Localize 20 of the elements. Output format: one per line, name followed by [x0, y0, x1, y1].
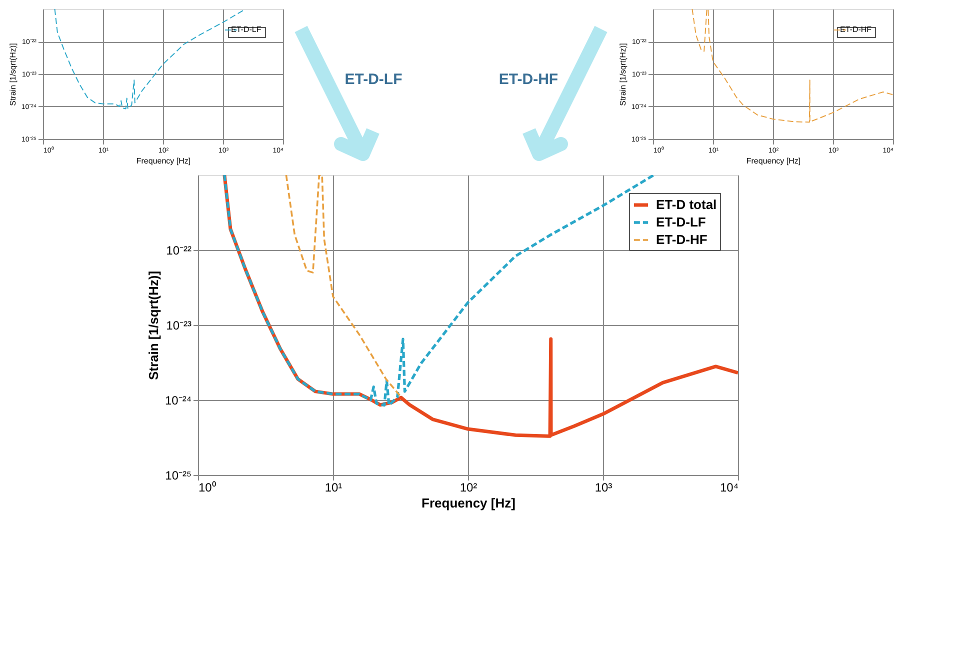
text: ET-D-LF	[344, 71, 402, 88]
legend-label: ET-D-HF	[656, 232, 708, 247]
y-axis-title: Strain [1/sqrt(Hz)]	[8, 43, 18, 106]
y-tick-label: 10⁻²²	[166, 244, 192, 258]
x-tick-label: 10⁰	[198, 480, 216, 494]
y-tick-label: 10⁻²³	[166, 318, 192, 332]
x-axis-title: Frequency [Hz]	[422, 496, 516, 510]
legend-label: ET-D-LF	[656, 214, 706, 230]
text: ET-D-HF	[498, 71, 558, 88]
legend-label: ET-D total	[656, 197, 717, 212]
x-tick-label: 10¹	[324, 480, 342, 494]
x-axis-title: Frequency [Hz]	[136, 156, 191, 166]
x-tick-label: 10²	[460, 480, 478, 494]
x-tick-label: 10⁴	[720, 480, 738, 494]
y-axis-title: Strain [1/sqrt(Hz)]	[618, 43, 628, 106]
x-axis-title: Frequency [Hz]	[746, 156, 801, 166]
x-tick-label: 10³	[594, 480, 612, 494]
y-tick-label: 10⁻²⁴	[165, 394, 192, 408]
y-tick-label: 10⁻²⁵	[165, 468, 192, 482]
y-axis-title: Strain [1/sqrt(Hz)]	[146, 270, 161, 380]
